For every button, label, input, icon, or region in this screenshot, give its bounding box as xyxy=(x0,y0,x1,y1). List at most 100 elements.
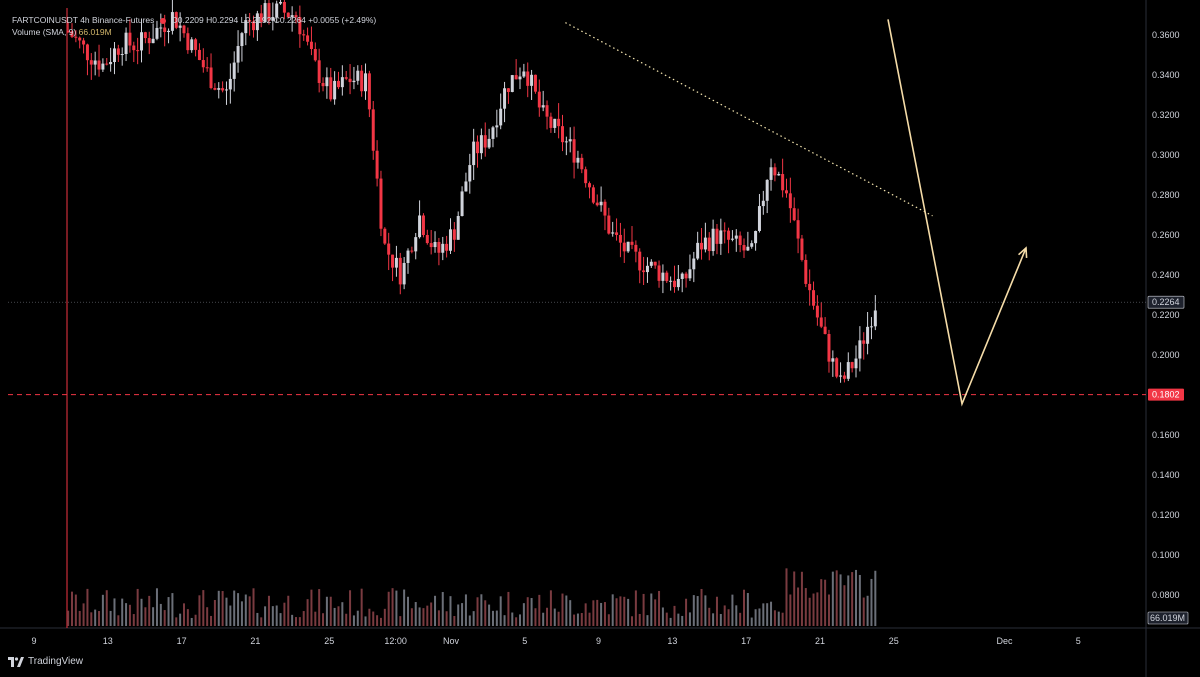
candle-body xyxy=(804,259,808,284)
volume-bar xyxy=(596,599,599,626)
volume-bar xyxy=(530,598,533,626)
candle-body xyxy=(163,27,167,32)
volume-bar xyxy=(615,598,618,626)
volume-bar xyxy=(449,596,452,626)
volume-bar xyxy=(727,609,730,626)
volume-bar xyxy=(410,608,413,626)
volume-bar xyxy=(839,574,842,626)
candle-body xyxy=(456,216,460,240)
y-tick-label: 0.2000 xyxy=(1152,350,1180,360)
candle-body xyxy=(116,48,120,55)
candle-body xyxy=(599,201,603,206)
candle-body xyxy=(325,77,329,87)
candle-body xyxy=(333,80,337,100)
candle-body xyxy=(784,190,788,194)
volume-bar xyxy=(472,611,475,626)
volume-bar xyxy=(395,590,398,626)
volume-bar xyxy=(549,590,552,626)
candle-body xyxy=(124,32,128,55)
volume-bar xyxy=(229,605,232,626)
volume-bar xyxy=(800,571,803,626)
volume-bar xyxy=(457,604,460,626)
volume-bar xyxy=(603,602,606,626)
candle-body xyxy=(429,243,433,248)
volume-bar xyxy=(225,597,228,626)
volume-bar xyxy=(646,615,649,626)
candle-body xyxy=(170,12,174,31)
volume-bar xyxy=(542,612,545,626)
y-tick-label: 0.0800 xyxy=(1152,590,1180,600)
candle-body xyxy=(734,235,738,239)
tradingview-logo[interactable]: TradingView xyxy=(8,656,83,667)
volume-bar xyxy=(256,612,259,626)
volume-bar xyxy=(715,596,718,626)
candle-body xyxy=(611,232,615,234)
candle-body xyxy=(638,251,642,271)
volume-bar xyxy=(422,608,425,626)
volume-bar xyxy=(213,599,216,626)
candle-body xyxy=(302,34,306,36)
candle-body xyxy=(812,290,816,306)
candle-body xyxy=(503,88,507,109)
volume-bar xyxy=(341,602,344,626)
candle-body xyxy=(869,326,873,328)
chart-legend: FARTCOINUSDT 4h Binance-Futures O0.2209 … xyxy=(12,14,376,38)
candle-body xyxy=(213,88,217,90)
x-tick-label: 5 xyxy=(1076,636,1081,646)
x-tick-label: 13 xyxy=(667,636,677,646)
candle-body xyxy=(692,258,696,270)
volume-bar xyxy=(631,616,634,626)
volume-bar xyxy=(480,594,483,626)
volume-bar xyxy=(781,612,784,626)
candle-body xyxy=(873,310,877,327)
candle-body xyxy=(553,118,557,128)
volume-bar xyxy=(739,612,742,626)
candle-body xyxy=(591,187,595,203)
volume-bar xyxy=(654,599,657,626)
legend-volume-label: Volume (SMA, 9) xyxy=(12,27,77,37)
candle-body xyxy=(364,73,368,92)
volume-bar xyxy=(414,602,417,626)
tradingview-brand-text: TradingView xyxy=(28,656,84,667)
candle-body xyxy=(769,167,773,180)
projection-path[interactable] xyxy=(887,19,1027,407)
candle-body xyxy=(329,77,333,100)
candle-body xyxy=(727,230,731,240)
candle-body xyxy=(815,305,819,318)
candle-body xyxy=(842,375,846,379)
volume-bar xyxy=(576,613,579,626)
volume-bar xyxy=(688,612,691,626)
volume-bar xyxy=(634,590,637,626)
candle-body xyxy=(700,242,704,250)
x-tick-label: 5 xyxy=(522,636,527,646)
x-tick-label: 25 xyxy=(324,636,334,646)
candle-body xyxy=(109,62,113,65)
candle-body xyxy=(472,141,476,166)
candle-body xyxy=(588,183,592,188)
volume-bar xyxy=(858,574,861,626)
candle-body xyxy=(866,326,870,344)
candle-body xyxy=(564,141,568,143)
candle-body xyxy=(615,232,619,235)
volume-bar xyxy=(843,585,846,626)
y-tick-label: 0.2600 xyxy=(1152,230,1180,240)
candle-body xyxy=(723,230,727,232)
y-tick-label: 0.1600 xyxy=(1152,430,1180,440)
trendline[interactable] xyxy=(565,22,933,217)
volume-bar xyxy=(426,605,429,626)
volume-bar xyxy=(503,615,506,626)
volume-bar xyxy=(364,616,367,626)
candle-body xyxy=(452,229,456,240)
volume-bar xyxy=(113,598,116,626)
volume-bar xyxy=(279,613,282,626)
candle-body xyxy=(487,138,491,148)
volume-bar xyxy=(758,608,761,626)
volume-bar xyxy=(294,617,297,626)
candle-body xyxy=(584,169,588,184)
volume-bar xyxy=(70,591,73,626)
volume-bar xyxy=(387,591,390,626)
candle-body xyxy=(645,265,649,273)
candle-body xyxy=(159,27,163,29)
volume-bar xyxy=(453,615,456,626)
